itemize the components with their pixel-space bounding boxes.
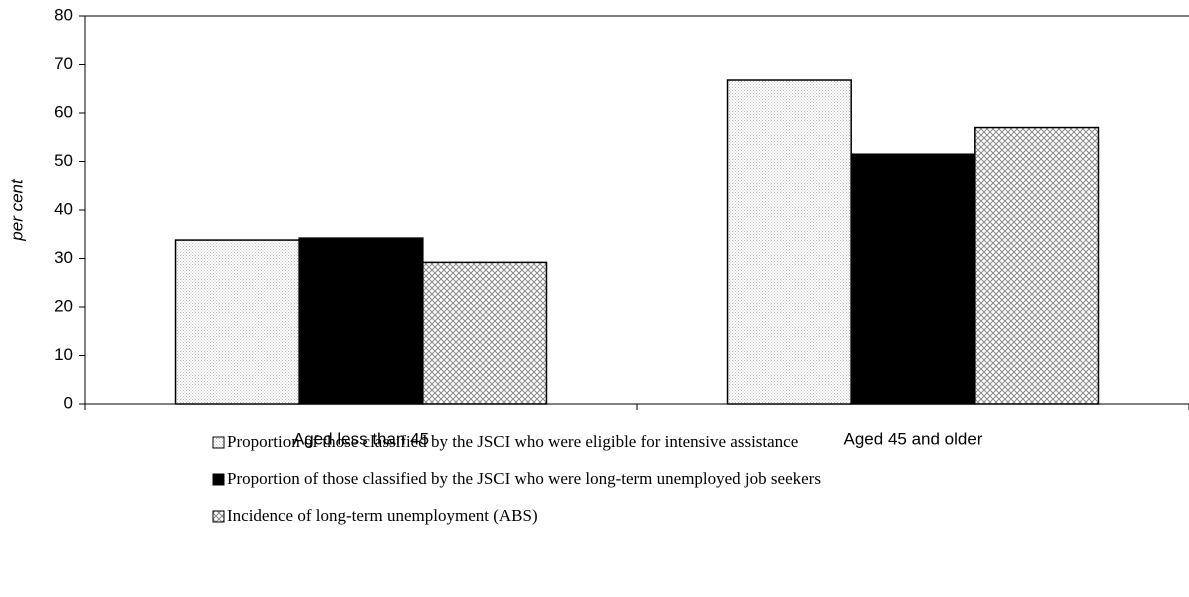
bar <box>974 126 1100 405</box>
x-tick-label: Aged 45 and older <box>844 429 983 448</box>
bar <box>298 237 424 405</box>
x-tick-label: Aged less than 45 <box>293 429 429 448</box>
bar <box>174 239 300 405</box>
bar <box>726 79 852 405</box>
legend-label: Proportion of those classified by the JS… <box>227 432 798 451</box>
y-tick-label: 70 <box>54 54 73 73</box>
y-tick-label: 20 <box>54 296 73 315</box>
y-tick-label: 30 <box>54 248 73 267</box>
legend-swatch <box>212 510 225 523</box>
y-tick-label: 0 <box>64 393 73 412</box>
y-axis-label: per cent <box>7 178 26 242</box>
bar <box>422 261 548 405</box>
legend-label: Incidence of long-term unemployment (ABS… <box>227 506 538 525</box>
y-tick-label: 60 <box>54 102 73 121</box>
legend-swatch <box>212 436 225 449</box>
y-tick-label: 50 <box>54 151 73 170</box>
legend-swatch <box>212 473 225 486</box>
y-tick-label: 40 <box>54 199 73 218</box>
y-tick-label: 80 <box>54 5 73 24</box>
bar <box>850 153 976 405</box>
y-tick-label: 10 <box>54 345 73 364</box>
legend-label: Proportion of those classified by the JS… <box>227 469 821 488</box>
